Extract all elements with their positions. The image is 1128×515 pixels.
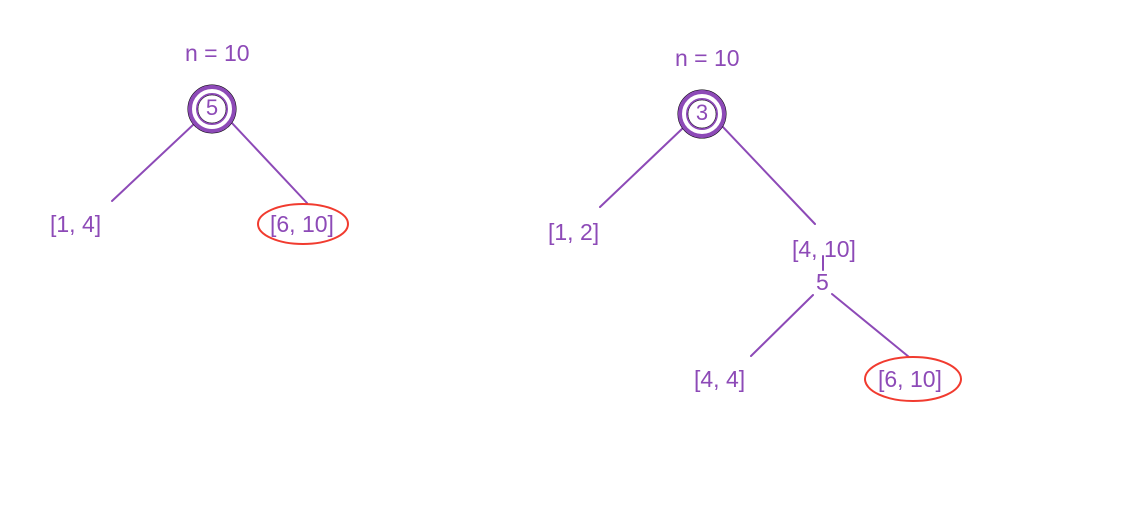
- left-tree-leaf-1: [6, 10]: [270, 211, 334, 238]
- right-tree-title: n = 10: [675, 45, 740, 72]
- right-tree-leaf-0: [1, 2]: [548, 219, 599, 246]
- right-tree-sub-range: [4, 10]: [792, 236, 856, 263]
- left-tree-root-value: 5: [182, 95, 242, 121]
- left-tree-leaf-0: [1, 4]: [50, 211, 101, 238]
- right-tree-sub-leaf-0: [4, 4]: [694, 366, 745, 393]
- right-tree-sub-value: 5: [816, 269, 829, 296]
- diagram-stage: n = 10 5 [1, 4] [6, 10] n = 10 3 [1, 2] [4, 10]…: [0, 0, 1128, 515]
- right-tree-root-value: 3: [672, 100, 732, 126]
- right-tree-sub-leaf-1: [6, 10]: [878, 366, 942, 393]
- svg-layer: [0, 0, 1128, 515]
- left-tree-title: n = 10: [185, 40, 250, 67]
